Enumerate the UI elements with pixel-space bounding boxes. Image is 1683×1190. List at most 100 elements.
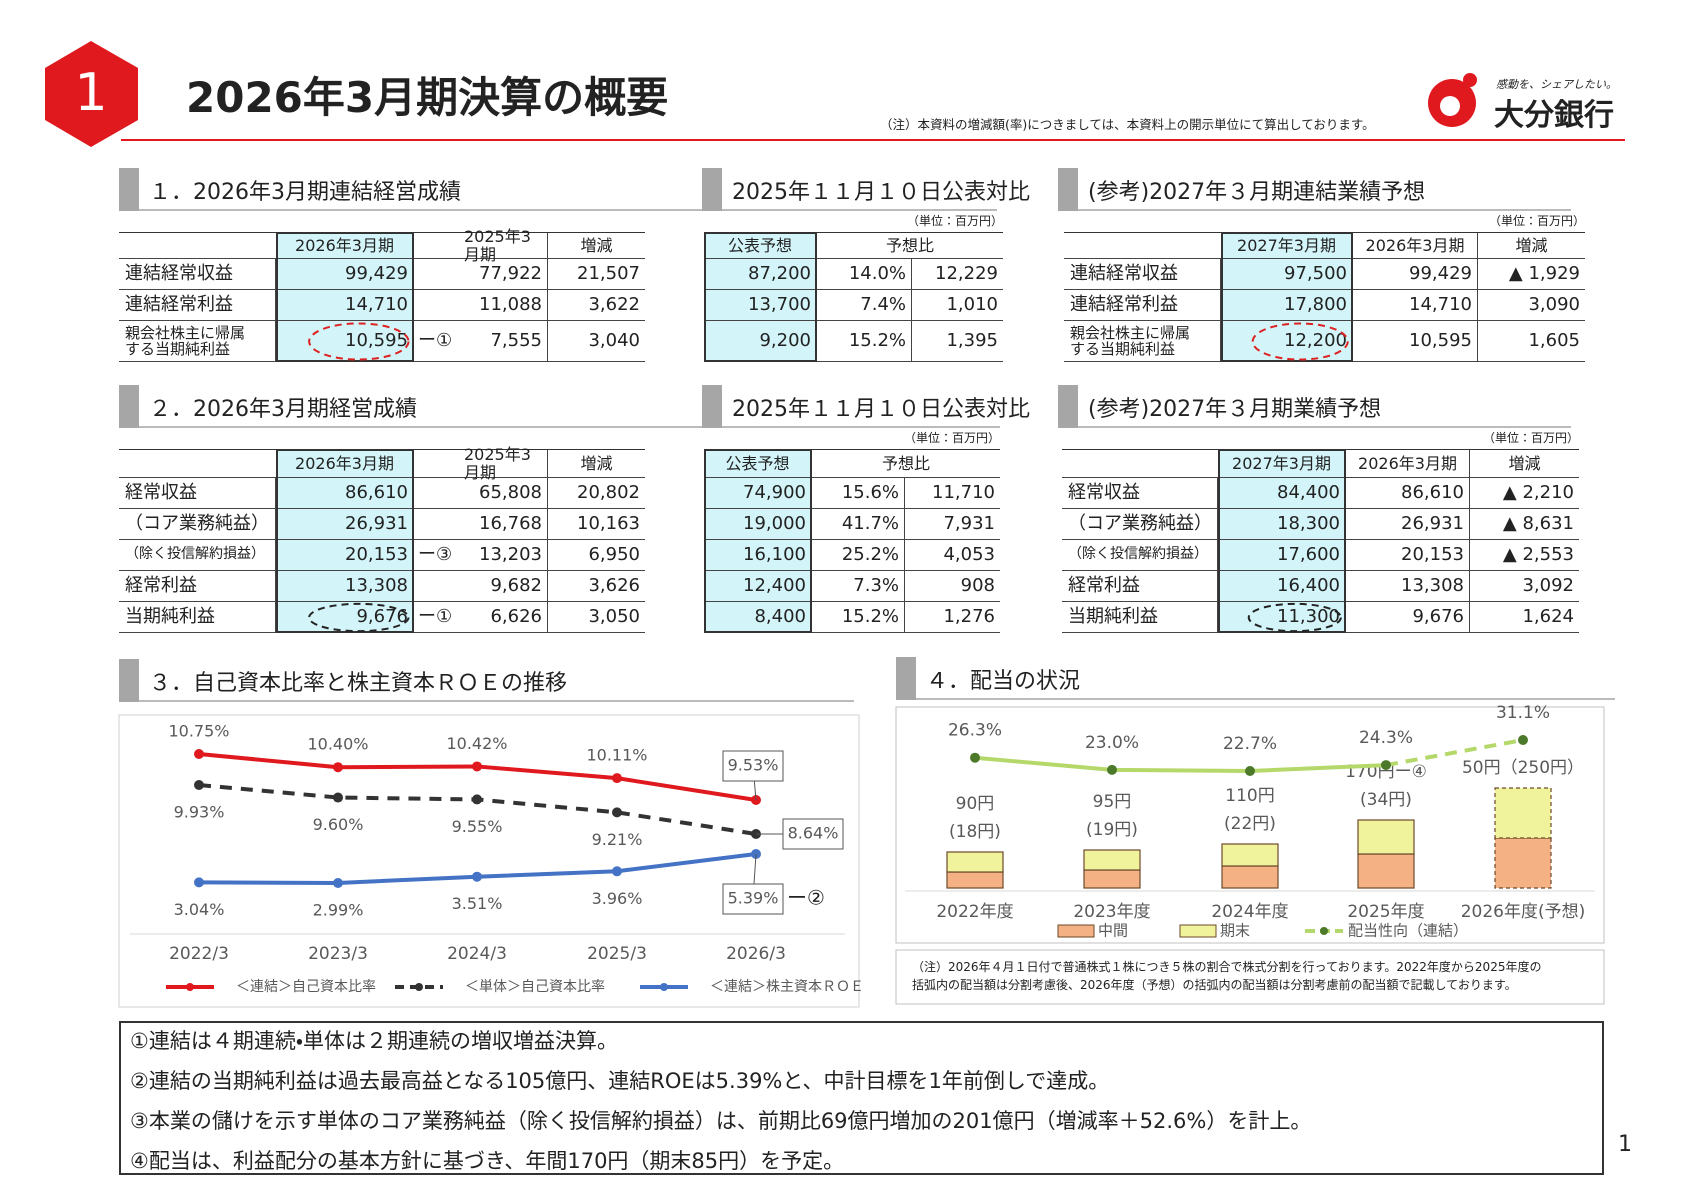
table-cell: ▲ 1,929 (1478, 259, 1585, 290)
row-label: （コア業務純益） (119, 509, 276, 540)
section-marker (1058, 385, 1078, 428)
row-label: 親会社株主に帰属 する当期純利益 (119, 321, 276, 362)
table-cell: 20,153 (276, 540, 414, 571)
summary-line: ④配当は、利益配分の基本方針に基づき、年間170円（期末85円）を予定。 (130, 1149, 845, 1173)
label-box (722, 750, 784, 782)
column-header: 2026年3月期 (1346, 449, 1470, 478)
data-point (751, 849, 761, 859)
table-cell: 908 (905, 571, 1000, 602)
table-cell: ▲ 2,553 (1470, 540, 1579, 571)
series-line (198, 852, 757, 886)
table-cell: 1,010 (912, 290, 1003, 321)
table-cell: 86,610 (1346, 478, 1470, 509)
column-header: 2025年3月期 (459, 228, 548, 263)
logo-tagline: 感動を、シェアしたい。 (1496, 78, 1617, 91)
table-cell: ▲ 2,210 (1470, 478, 1579, 509)
row-label: 当期純利益 (1062, 602, 1218, 633)
column-header (1064, 232, 1221, 259)
column-header: 増減 (548, 449, 645, 478)
table-cell: 10,595 (276, 321, 414, 362)
table-cell: 16,768 (459, 509, 548, 540)
table-cell: 86,610 (276, 478, 414, 509)
section-badge (45, 41, 138, 147)
table-cell: 6,626 (459, 602, 548, 633)
table-cell: 99,429 (1353, 259, 1478, 290)
data-label: 9.55% (452, 817, 503, 836)
data-point (1245, 766, 1255, 776)
legend-swatch (1057, 924, 1095, 938)
x-tick-label: 2025/3 (587, 944, 647, 964)
table-cell: 20,153 (1346, 540, 1470, 571)
table-cell: 10,595 (1353, 321, 1478, 362)
table-cell: 13,308 (276, 571, 414, 602)
table-cell: 77,922 (459, 259, 548, 290)
section-header: ２．2026年3月期経営成績 (119, 385, 702, 428)
table-cell: 7.3% (812, 571, 905, 602)
bar (1494, 787, 1552, 839)
column-header (119, 232, 276, 259)
logo-mark (1463, 73, 1477, 87)
section-title: ２．2026年3月期経営成績 (149, 396, 417, 422)
table-cell: 17,800 (1221, 290, 1353, 321)
section-marker (119, 385, 139, 428)
data-point (333, 878, 343, 888)
column-header (119, 449, 276, 478)
table-cell: 99,429 (276, 259, 414, 290)
table-cell: 13,203 (459, 540, 548, 571)
header-note: （注）本資料の増減額(率)につきましては、本資料上の開示単位にて算出しております… (880, 117, 1375, 132)
table-cell: ▲ 8,631 (1470, 509, 1579, 540)
data-point (970, 752, 980, 763)
column-header: 増減 (1470, 449, 1579, 478)
bar-sub-label: (34円) (1360, 790, 1412, 810)
callout (414, 571, 459, 602)
leader-line (752, 853, 757, 900)
page-title: 2026年3月期決算の概要 (186, 73, 669, 122)
data-point (1107, 764, 1117, 775)
table-cell: 26,931 (276, 509, 414, 540)
label-box (782, 818, 844, 850)
section-header: １．2026年3月期連結経営成績 (119, 168, 702, 211)
section-marker (119, 659, 139, 702)
callout: ー① (414, 321, 459, 362)
column-header: 増減 (548, 232, 645, 259)
x-tick-label: 2022年度 (936, 902, 1013, 922)
bar-label: 90円 (956, 794, 995, 814)
callout (414, 509, 459, 540)
chart-frame (895, 706, 1605, 944)
x-tick-label: 2025年度 (1347, 902, 1424, 922)
bar (1221, 865, 1279, 889)
bar-sub-label: (19円) (1086, 820, 1138, 840)
callout (414, 259, 459, 290)
table-cell: 41.7% (812, 509, 905, 540)
table-cell: 3,050 (548, 602, 645, 633)
column-header: 予想比 (812, 449, 1000, 478)
column-header: 増減 (1478, 232, 1585, 259)
bar (1221, 843, 1279, 867)
data-point (751, 795, 761, 805)
row-label: 経常利益 (1062, 571, 1218, 602)
table-cell: 25.2% (812, 540, 905, 571)
series-line (974, 755, 1387, 774)
page-number: 1 (1618, 1132, 1632, 1157)
section-header: (参考)2027年３月期連結業績予想 (1058, 168, 1571, 211)
data-label: 31.1% (1496, 703, 1550, 723)
data-label: 3.51% (452, 894, 503, 913)
section-title: 2025年１１月１０日公表対比 (732, 396, 1030, 422)
data-label: 9.21% (592, 830, 643, 849)
summary-line: ②連結の当期純利益は過去最高益となる105億円、連結ROEは5.39%と、中計目… (130, 1069, 1110, 1093)
unit-label: （単位：百万円） (906, 214, 1003, 228)
column-header (1062, 449, 1218, 478)
table-cell: 11,710 (905, 478, 1000, 509)
callout (414, 290, 459, 321)
table-cell: 8,400 (704, 602, 812, 633)
section-number: 1 (74, 63, 107, 123)
bar (946, 871, 1004, 889)
table-cell: 7,555 (459, 321, 548, 362)
data-label: 23.0% (1085, 733, 1139, 753)
table-cell: 14,710 (276, 290, 414, 321)
bar-label: 170円ー④ (1345, 762, 1427, 782)
data-label: 8.64% (788, 824, 839, 843)
logo-mark (1440, 96, 1460, 116)
table-cell: 15.2% (812, 602, 905, 633)
legend-label: 中間 (1098, 922, 1128, 940)
